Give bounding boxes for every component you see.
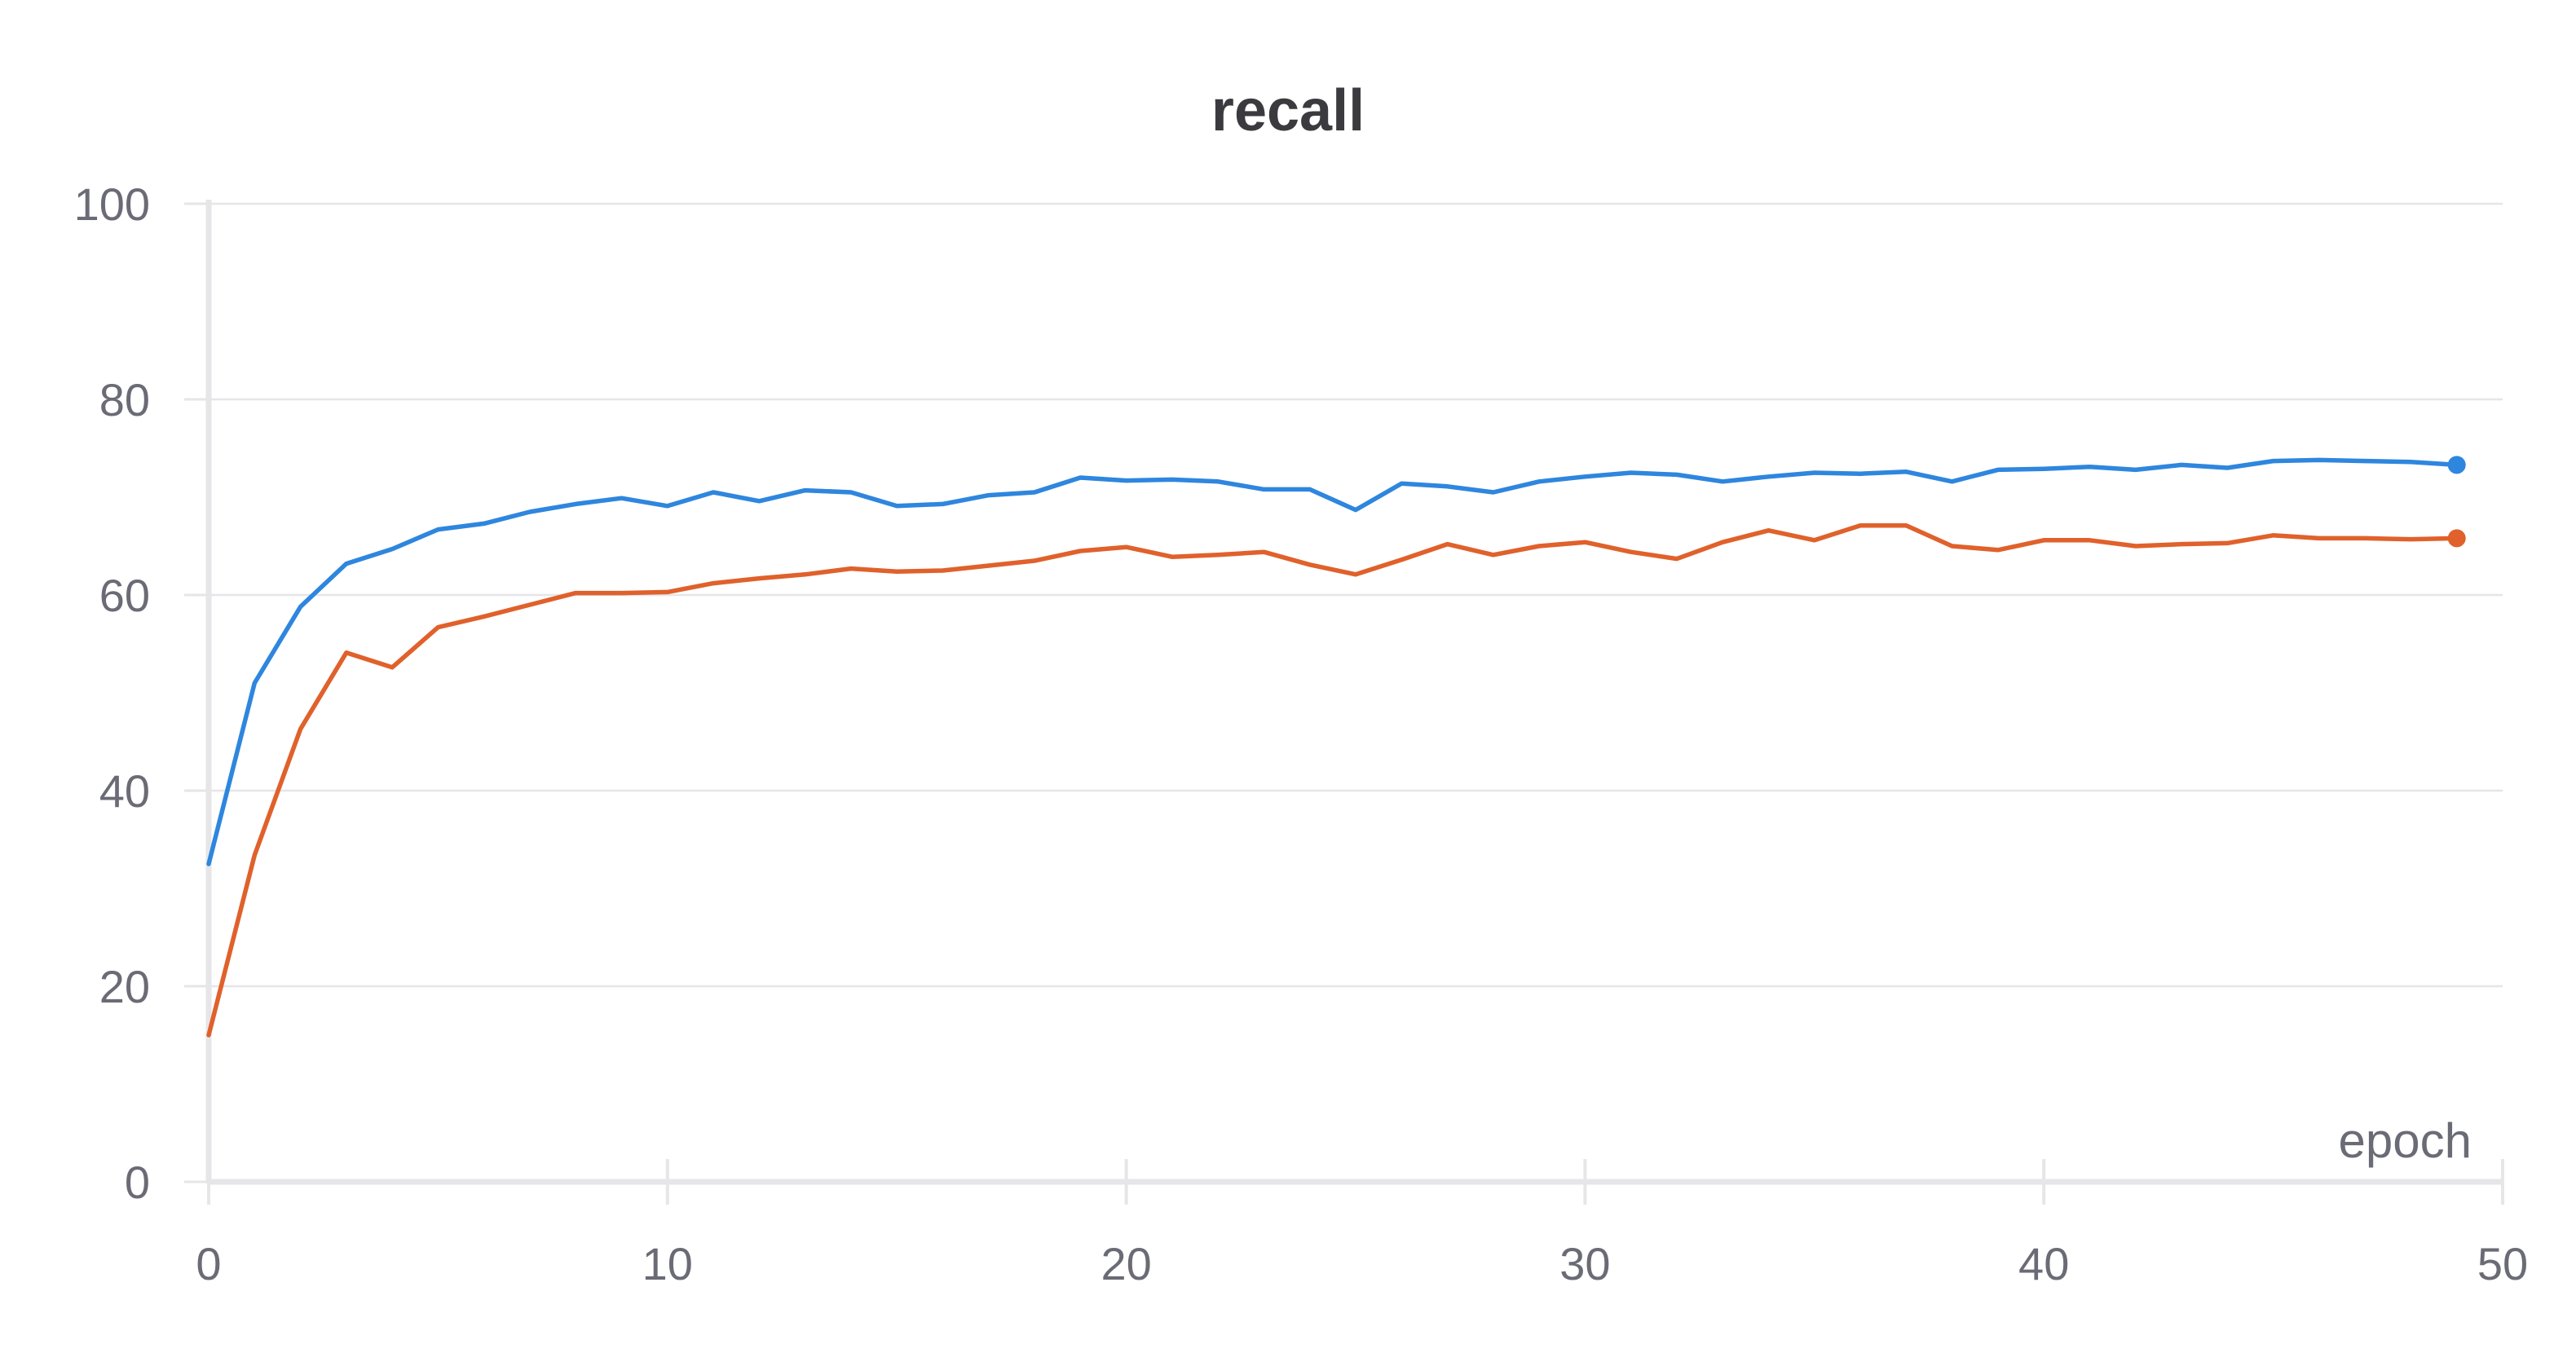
grid-layer [209,202,2503,988]
y-tick-label: 80 [99,374,150,425]
series-line-2 [206,523,2459,1038]
y-tick-label: 0 [125,1157,150,1208]
y-tick-label: 20 [99,961,150,1012]
x-tick-label: 30 [1559,1238,1610,1289]
x-axis-label: epoch [2339,1113,2472,1168]
x-tick-label: 10 [642,1238,693,1289]
x-tick-label: 20 [1101,1238,1151,1289]
y-tick-label: 40 [99,765,150,817]
series-end-point-1 [2447,456,2466,474]
x-tick-label: 40 [2018,1238,2069,1289]
series-end-point-2 [2447,529,2466,548]
y-tick-label: 100 [74,178,150,230]
x-tick-label: 50 [2477,1238,2528,1289]
series-line-1 [206,457,2459,866]
axis-layer: 0 20 40 60 80 100 0 10 20 30 40 50 [74,178,2529,1289]
chart-title: recall [1211,78,1365,143]
x-tick-label: 0 [196,1238,221,1289]
y-tick-label: 60 [99,570,150,621]
label-layer: recall epoch [1211,78,2472,1168]
series-layer [206,456,2466,1038]
